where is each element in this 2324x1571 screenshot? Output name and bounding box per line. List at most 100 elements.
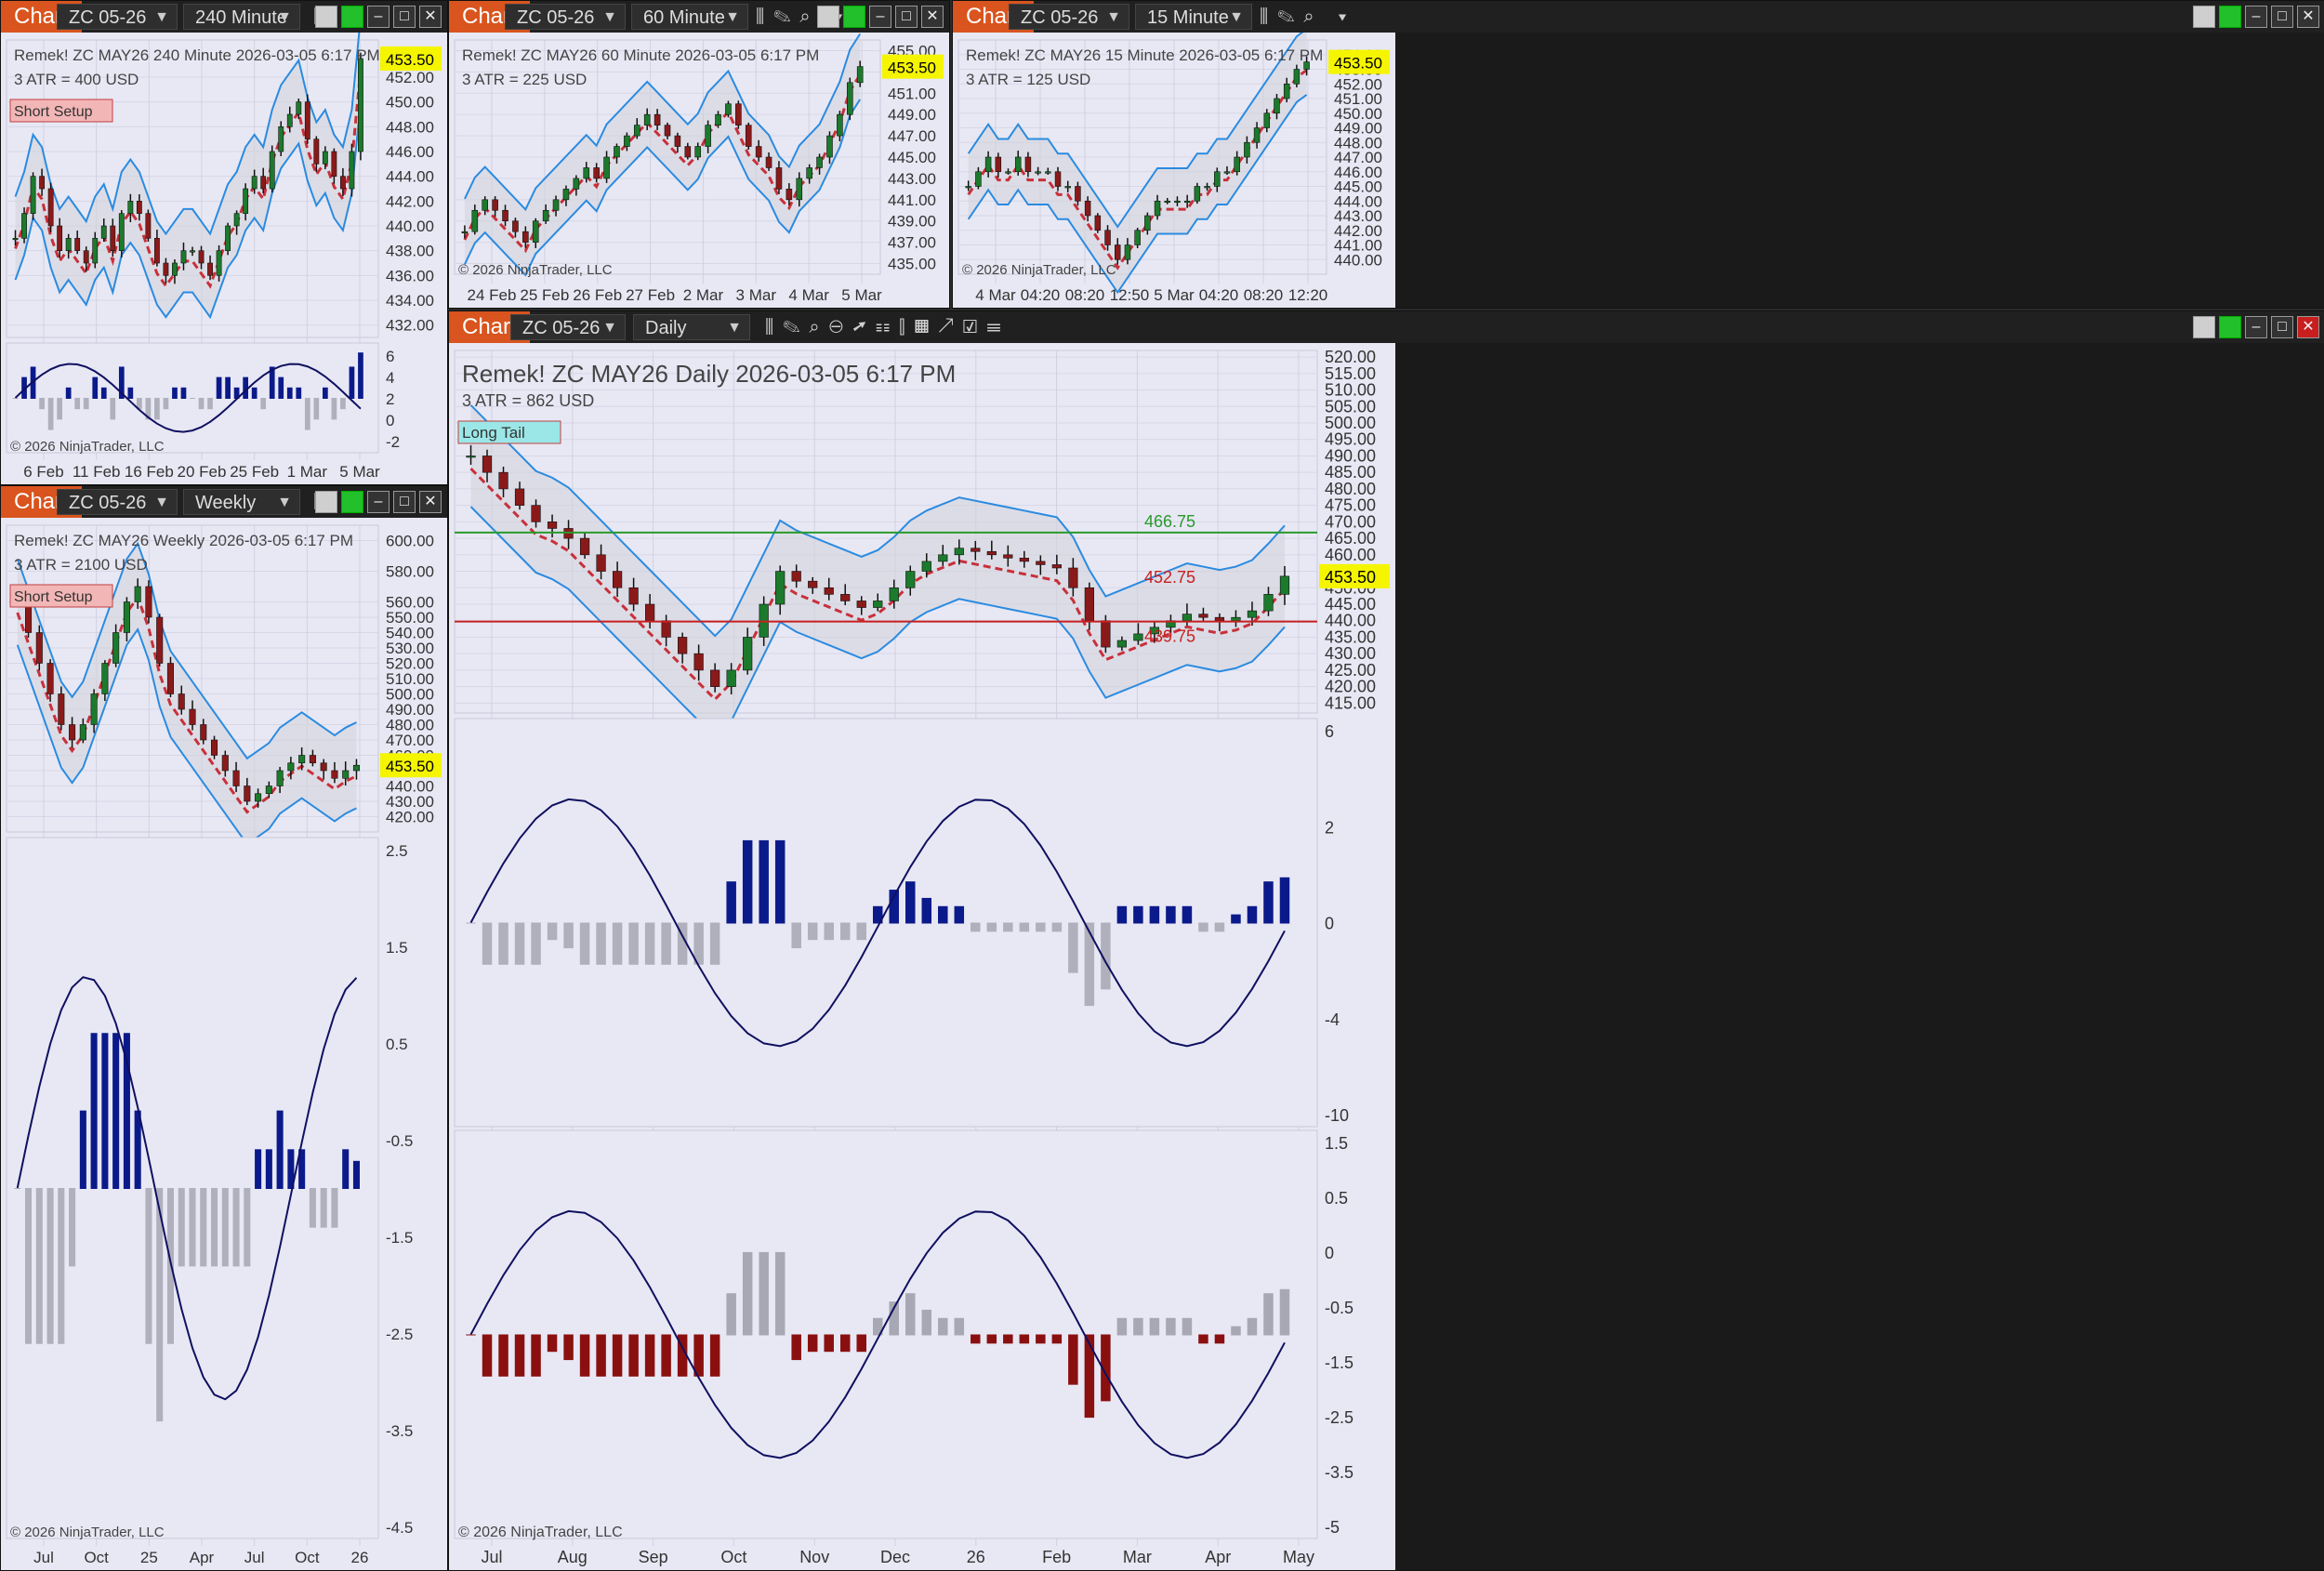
link-green-button[interactable]: [2219, 6, 2241, 28]
maximize-icon[interactable]: □: [895, 6, 918, 28]
interval-select[interactable]: 240 Minute ▼: [183, 4, 300, 30]
histogram-bar: [287, 1149, 295, 1189]
chart-area[interactable]: 520.00515.00510.00505.00500.00495.00490.…: [449, 343, 1395, 1570]
instrument-select[interactable]: ZC 05-26 ▼: [1009, 4, 1129, 30]
maximize-icon[interactable]: □: [393, 6, 416, 28]
oscillator-tick-label: 2: [386, 390, 394, 408]
candle-body: [79, 724, 86, 741]
chevron-down-icon: ▼: [602, 9, 617, 25]
interval-select[interactable]: Weekly ▼: [183, 489, 300, 515]
link-green-button[interactable]: [2219, 316, 2241, 338]
chevron-down-icon: ▼: [602, 320, 617, 336]
chart-area[interactable]: 455.00453.00451.00449.00447.00445.00443.…: [449, 33, 949, 308]
minimize-icon[interactable]: –: [367, 491, 390, 513]
trend-line: [469, 468, 1287, 702]
candle-body: [542, 209, 549, 222]
histogram-bar: [251, 387, 257, 399]
histogram-bar: [1214, 922, 1225, 932]
candle-body: [163, 262, 169, 276]
x-tick-label: 08:20: [1065, 286, 1105, 304]
link-green-button[interactable]: [341, 491, 363, 513]
price-tick-label: 446.00: [1334, 164, 1382, 181]
candle-body: [531, 505, 541, 522]
oscillator-tick-label: -4: [1325, 1010, 1340, 1029]
candle-body: [806, 167, 812, 179]
candle-body: [1144, 215, 1151, 231]
price-tick-label: 451.00: [1334, 90, 1382, 108]
candle-body: [674, 135, 681, 147]
minimize-icon[interactable]: –: [2245, 6, 2267, 28]
chevron-down-icon: ▼: [1229, 9, 1244, 25]
interval-select[interactable]: 15 Minute ▼: [1135, 4, 1252, 30]
instrument-select[interactable]: ZC 05-26 ▼: [57, 4, 178, 30]
price-tick-label: 449.00: [1334, 120, 1382, 138]
histogram-bar: [661, 1334, 671, 1377]
close-icon[interactable]: ✕: [419, 491, 442, 513]
instrument-select[interactable]: ZC 05-26 ▼: [57, 489, 178, 515]
x-tick-label: Dec: [880, 1548, 910, 1566]
price-tick-label: 480.00: [1325, 480, 1376, 498]
candle-body: [482, 455, 493, 473]
histogram-bar: [531, 922, 541, 965]
link-green-button[interactable]: [843, 6, 865, 28]
price-tick-label: 443.00: [888, 170, 936, 188]
price-tick-label: 520.00: [1325, 348, 1376, 366]
close-icon[interactable]: ✕: [2297, 6, 2319, 28]
price-tick-label: 442.00: [1334, 222, 1382, 240]
price-tick-label: 490.00: [386, 701, 434, 719]
drawing-tools-icon[interactable]: ⫼✎⌕ ▾: [1260, 7, 1356, 27]
copyright-label: © 2026 NinjaTrader, LLC: [458, 1525, 623, 1540]
candle-body: [466, 455, 476, 458]
x-tick-label: 3 Mar: [736, 286, 777, 304]
maximize-icon[interactable]: □: [2271, 316, 2293, 338]
instrument-select[interactable]: ZC 05-26 ▼: [510, 314, 626, 340]
close-icon[interactable]: ✕: [2297, 316, 2319, 338]
chart-area[interactable]: 454.00453.00452.00451.00450.00449.00448.…: [953, 33, 1395, 308]
price-tick-label: 540.00: [386, 625, 434, 642]
interval-select[interactable]: Daily ▼: [633, 314, 750, 340]
link-button[interactable]: [2193, 316, 2215, 338]
oscillator-line: [469, 798, 1286, 1048]
close-icon[interactable]: ✕: [921, 6, 944, 28]
candle-body: [579, 537, 590, 556]
histogram-bar: [1149, 1317, 1160, 1336]
instrument-select[interactable]: ZC 05-26 ▼: [505, 4, 626, 30]
histogram-bar: [331, 1188, 338, 1228]
histogram-bar: [759, 1251, 769, 1336]
minimize-icon[interactable]: –: [869, 6, 891, 28]
histogram-bar: [25, 1188, 33, 1344]
candle-body: [1064, 186, 1071, 189]
candle-body: [225, 225, 231, 251]
candle-body: [304, 101, 310, 139]
histogram-bar: [889, 1301, 900, 1336]
close-icon[interactable]: ✕: [419, 6, 442, 28]
candle-body: [145, 213, 152, 239]
histogram-bar: [69, 1188, 76, 1267]
maximize-icon[interactable]: □: [393, 491, 416, 513]
candle-body: [153, 238, 160, 264]
chart-tab[interactable]: Chart: [449, 311, 530, 343]
chart-area[interactable]: 600.00 580.00 560.00550.00540.00530.00520.…: [1, 518, 447, 1570]
setup-badge: [9, 99, 113, 123]
trend-line: [16, 594, 358, 814]
interval-select[interactable]: 60 Minute ▼: [631, 4, 748, 30]
price-tick-label: 515.00: [1325, 364, 1376, 383]
x-tick-label: Apr: [1205, 1548, 1231, 1566]
link-button[interactable]: [2193, 6, 2215, 28]
price-tick-label: 430.00: [386, 793, 434, 811]
chart-toolbar[interactable]: ⫼✎⌕⊖➚☷⫿▦↗☑☰: [765, 317, 1010, 337]
candle-body: [1101, 620, 1111, 648]
link-button[interactable]: [315, 6, 337, 28]
link-button[interactable]: [817, 6, 839, 28]
histogram-bar: [92, 376, 99, 399]
minimize-icon[interactable]: –: [2245, 316, 2267, 338]
candle-body: [826, 135, 833, 158]
link-green-button[interactable]: [341, 6, 363, 28]
oscillator-tick-label: -2.5: [1325, 1408, 1353, 1427]
chart-area[interactable]: 452.00 450.00 448.00 446.00 444.00 442.00 440.…: [1, 33, 447, 484]
x-tick-label: 16 Feb: [125, 463, 174, 481]
maximize-icon[interactable]: □: [2271, 6, 2293, 28]
candle-body: [57, 225, 63, 251]
minimize-icon[interactable]: –: [367, 6, 390, 28]
link-button[interactable]: [315, 491, 337, 513]
